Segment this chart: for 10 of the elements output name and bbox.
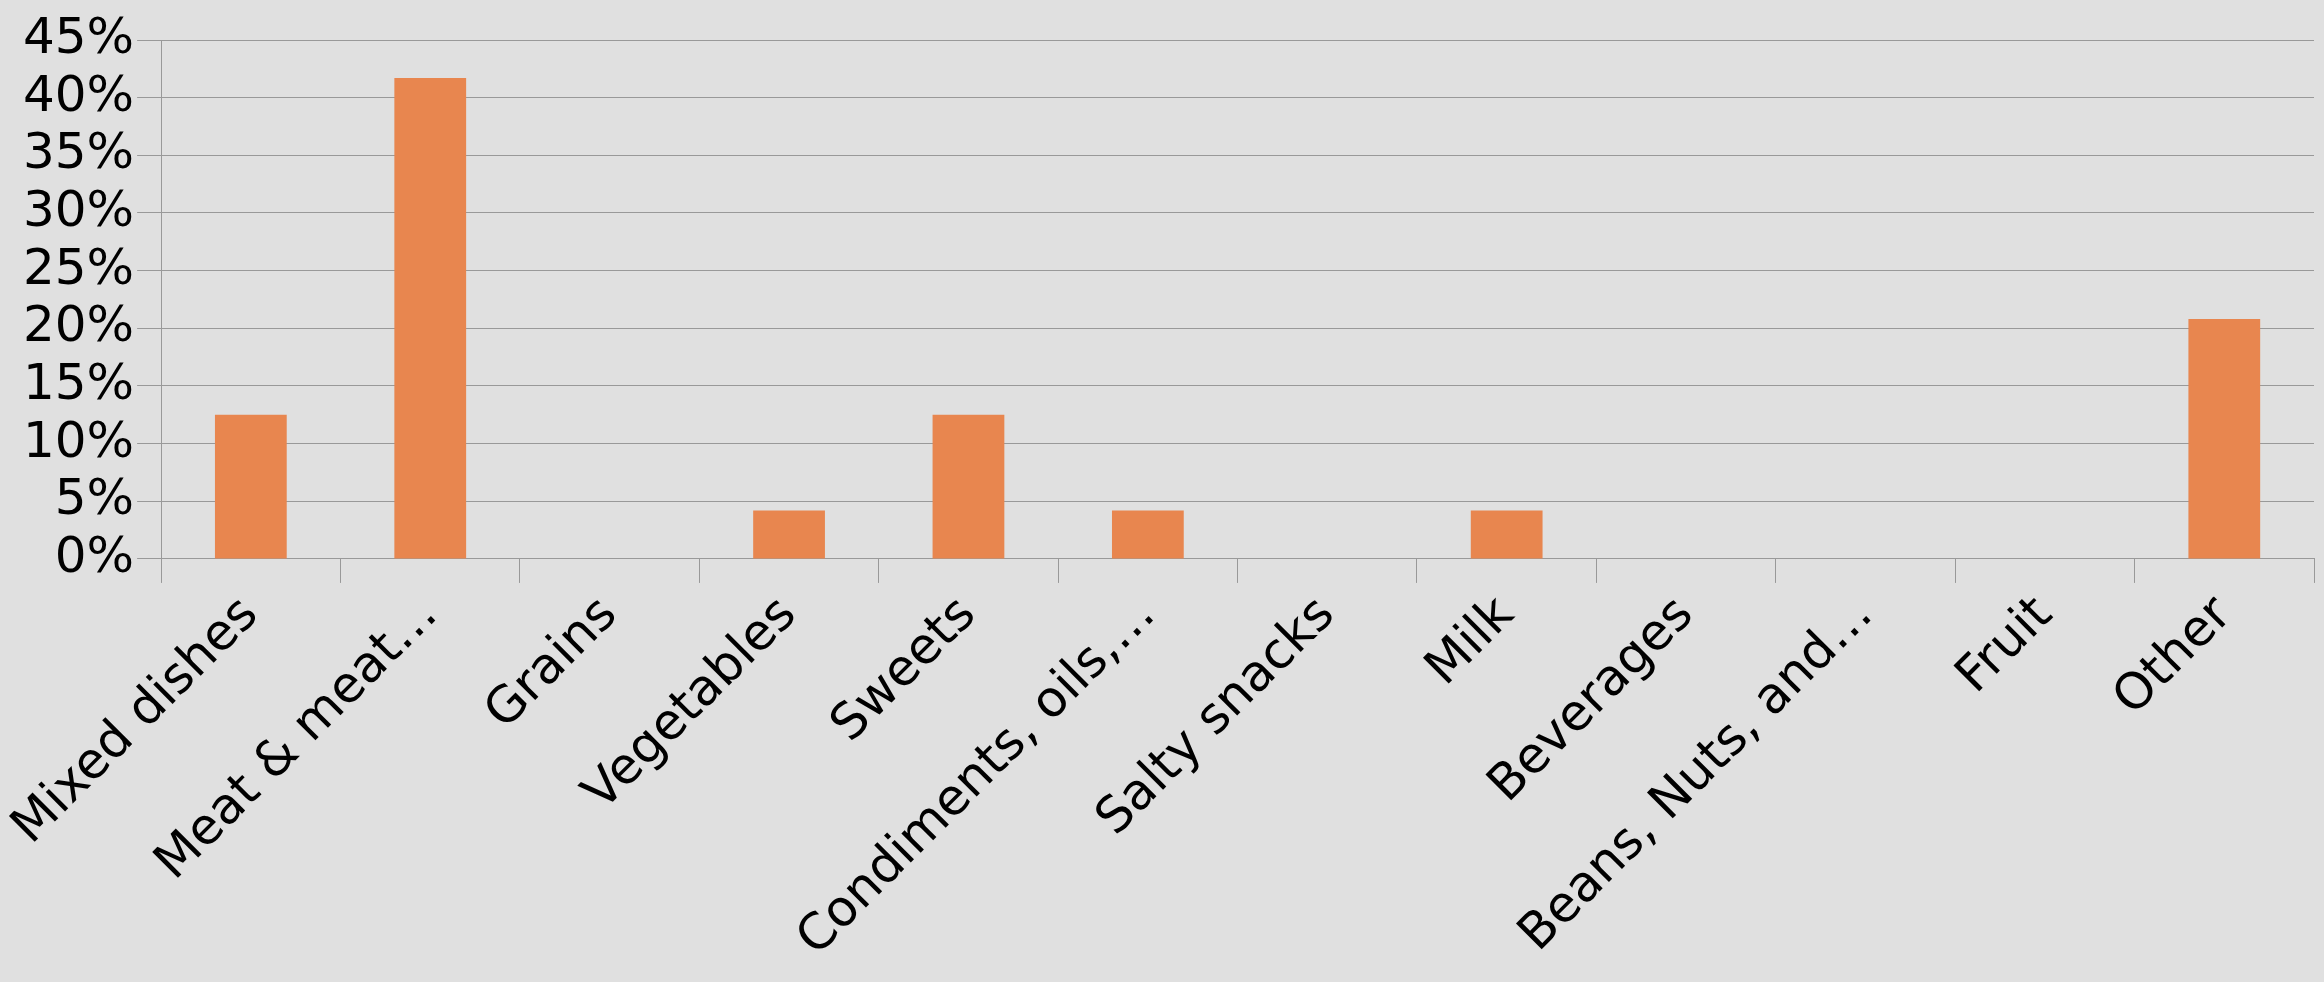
y-tick-label: 25% bbox=[22, 237, 135, 296]
y-tick-label: 40% bbox=[22, 64, 135, 123]
y-tick-label: 0% bbox=[54, 525, 135, 584]
y-tick-label: 10% bbox=[22, 410, 135, 469]
y-tick-label: 20% bbox=[22, 295, 135, 354]
y-tick-label: 5% bbox=[54, 468, 135, 527]
y-tick-label: 45% bbox=[22, 6, 135, 65]
y-tick-label: 35% bbox=[22, 122, 135, 181]
y-tick-label: 30% bbox=[22, 179, 135, 238]
y-tick-label: 15% bbox=[22, 352, 135, 411]
